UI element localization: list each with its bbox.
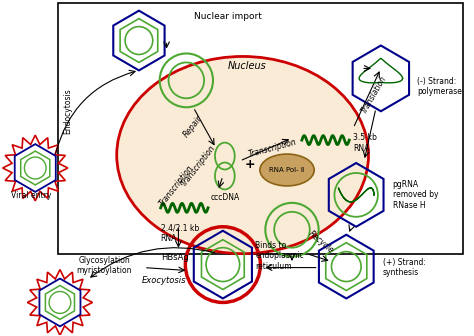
FancyBboxPatch shape [58,3,463,254]
Text: RNA Pol- Ⅱ: RNA Pol- Ⅱ [269,167,305,173]
Text: Endocytosis: Endocytosis [64,88,73,134]
Text: (-) Strand:
polymerase: (-) Strand: polymerase [418,77,462,96]
Text: HBsAg: HBsAg [161,253,188,262]
Text: (+) Strand:
synthesis: (+) Strand: synthesis [383,258,426,277]
Text: Binds to
endoplasmic
reticulum: Binds to endoplasmic reticulum [255,241,304,270]
Ellipse shape [117,56,368,254]
Text: Transcription: Transcription [179,144,217,188]
Text: Recycle: Recycle [307,228,336,255]
Text: cccDNA: cccDNA [210,194,239,202]
Text: Repair: Repair [182,114,204,139]
Text: Viral entry: Viral entry [10,192,51,200]
Text: +: + [244,158,255,170]
Text: Nuclear import: Nuclear import [194,12,262,21]
Text: Transcription: Transcription [247,137,297,159]
Text: 3.5 kb
RNA: 3.5 kb RNA [353,133,377,153]
Text: Translation: Translation [360,74,388,115]
Text: Nucleus: Nucleus [228,61,267,72]
Text: Transcription: Transcription [158,164,195,208]
Ellipse shape [260,154,314,186]
Text: pgRNA
removed by
RNase H: pgRNA removed by RNase H [392,180,438,210]
Text: Exocytosis: Exocytosis [141,276,186,285]
Text: Glycosylation
myristoylation: Glycosylation myristoylation [77,256,132,275]
Text: 2.4/2.1 kb
RNA: 2.4/2.1 kb RNA [161,224,199,243]
